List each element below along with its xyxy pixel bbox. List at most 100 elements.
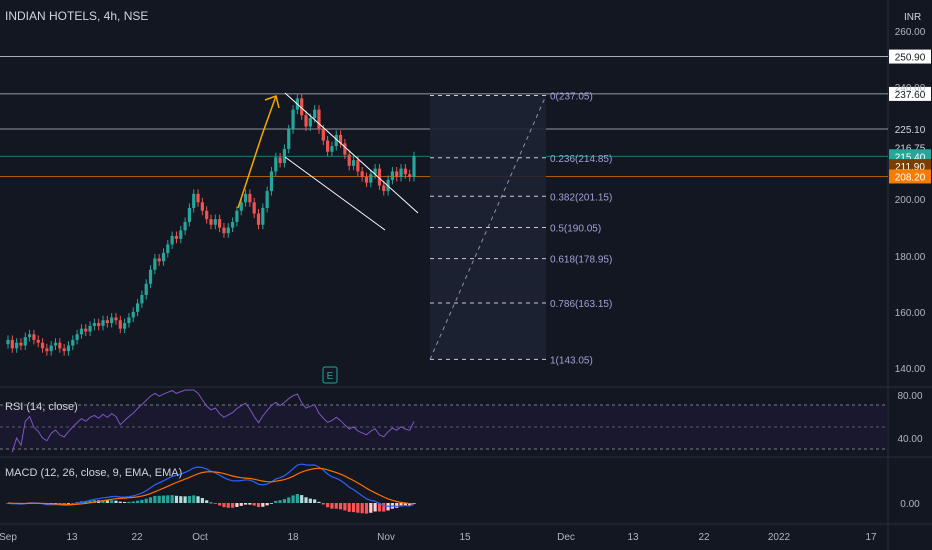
candle bbox=[274, 152, 278, 176]
macd-histogram-bar bbox=[364, 503, 369, 514]
macd-histogram-bar bbox=[66, 503, 71, 504]
macd-panel bbox=[6, 463, 416, 514]
candle-body bbox=[239, 202, 243, 211]
time-label-5: Nov bbox=[377, 532, 395, 543]
price-tick-2: 200.00 bbox=[895, 195, 926, 206]
candle bbox=[334, 130, 338, 151]
macd-histogram-bar bbox=[174, 495, 179, 503]
fib-retracement: 0(237.05) 0.236(214.85) 0.382(201.15) 0.5(1… bbox=[429, 91, 612, 366]
candle bbox=[79, 324, 84, 339]
fib-level-label-3: 0.5(190.05) bbox=[550, 223, 601, 234]
macd-histogram-bar bbox=[196, 496, 200, 503]
candle bbox=[6, 335, 10, 349]
candle-body bbox=[19, 342, 23, 346]
price-tick-0: 260.00 bbox=[895, 27, 926, 38]
candle-body bbox=[88, 325, 92, 332]
macd-histogram-bar bbox=[243, 503, 248, 505]
candle bbox=[161, 248, 166, 266]
candle-body bbox=[347, 154, 351, 166]
price-tick-1: 240.00 bbox=[895, 83, 926, 94]
candle bbox=[269, 166, 274, 196]
macd-histogram-bar bbox=[347, 503, 351, 512]
time-label-8: 13 bbox=[627, 532, 639, 543]
candle-body bbox=[183, 221, 187, 231]
macd-histogram-bar bbox=[205, 500, 209, 503]
macd-histogram-bar bbox=[230, 503, 235, 508]
macd-histogram-bar bbox=[377, 503, 382, 512]
candle bbox=[15, 338, 19, 353]
time-axis: Sep 13 22 Oct 18 Nov 15 Dec 13 22 2022 17 bbox=[0, 532, 877, 543]
candle bbox=[300, 93, 304, 120]
candle bbox=[239, 197, 243, 216]
macd-histogram-bar bbox=[140, 499, 144, 503]
price-badge-label-2: 225.10 bbox=[895, 125, 926, 136]
macd-histogram-bar bbox=[144, 498, 148, 503]
candle-body bbox=[179, 230, 183, 239]
macd-histogram-bar bbox=[183, 496, 187, 503]
candle bbox=[265, 186, 269, 213]
candle bbox=[174, 231, 179, 244]
candle-body bbox=[291, 109, 295, 130]
price-badge-label-1: 237.60 bbox=[895, 90, 926, 101]
channel-upper-line bbox=[284, 92, 419, 214]
time-label-7: Dec bbox=[557, 532, 575, 543]
drawings bbox=[237, 92, 419, 231]
candle bbox=[256, 209, 261, 230]
macd-histogram-bar bbox=[382, 503, 386, 512]
macd-histogram-bar bbox=[356, 503, 360, 513]
price-badge-label-3: 216.75 bbox=[895, 143, 926, 154]
candle-body bbox=[304, 115, 308, 127]
fib-level-label-5: 0.786(163.15) bbox=[550, 299, 612, 310]
candle-body bbox=[205, 210, 209, 220]
macd-histogram-bar bbox=[278, 500, 282, 503]
candle bbox=[326, 136, 330, 157]
candle-body bbox=[166, 244, 170, 253]
macd-histogram-bar bbox=[118, 501, 122, 503]
time-label-10: 2022 bbox=[768, 532, 791, 543]
macd-histogram-bar bbox=[295, 494, 299, 503]
candle-body bbox=[412, 156, 416, 178]
candle-body bbox=[148, 269, 153, 284]
candle-body bbox=[265, 191, 269, 208]
candle bbox=[40, 338, 45, 353]
price-tick-4: 160.00 bbox=[895, 308, 926, 319]
candle-body bbox=[274, 157, 278, 172]
candle-body bbox=[252, 202, 256, 214]
candle bbox=[144, 279, 148, 300]
candle-body bbox=[338, 134, 343, 144]
candle bbox=[84, 324, 88, 336]
candle bbox=[351, 155, 356, 171]
candle-body bbox=[287, 129, 291, 149]
candle bbox=[114, 312, 118, 325]
candle-body bbox=[10, 339, 14, 349]
candle-body bbox=[62, 348, 66, 352]
candle bbox=[127, 312, 131, 328]
candle-body bbox=[408, 174, 412, 178]
candle-body bbox=[49, 345, 53, 352]
fib-level-label-4: 0.618(178.95) bbox=[550, 255, 612, 266]
candle bbox=[45, 343, 49, 356]
candle bbox=[148, 265, 153, 289]
earnings-marker[interactable]: E bbox=[322, 366, 338, 384]
candle-body bbox=[313, 109, 317, 119]
candle-body bbox=[71, 339, 75, 346]
macd-histogram-bar bbox=[105, 500, 109, 503]
candle-body bbox=[53, 342, 58, 346]
candle bbox=[123, 318, 127, 334]
macd-histogram-bar bbox=[369, 503, 373, 513]
candle bbox=[382, 180, 386, 196]
price-badge-label-6: 208.20 bbox=[895, 172, 926, 183]
candle-body bbox=[144, 283, 148, 295]
macd-histogram-bar bbox=[62, 503, 66, 504]
rsi-line bbox=[11, 389, 415, 453]
macd-histogram-bar bbox=[351, 503, 356, 513]
candle-body bbox=[157, 258, 161, 262]
candle bbox=[10, 335, 14, 353]
candle-body bbox=[75, 334, 79, 340]
candle bbox=[377, 164, 382, 190]
candle-body bbox=[256, 213, 261, 225]
macd-histogram-bar bbox=[291, 495, 295, 503]
time-label-4: 18 bbox=[287, 532, 299, 543]
candle bbox=[287, 124, 291, 154]
